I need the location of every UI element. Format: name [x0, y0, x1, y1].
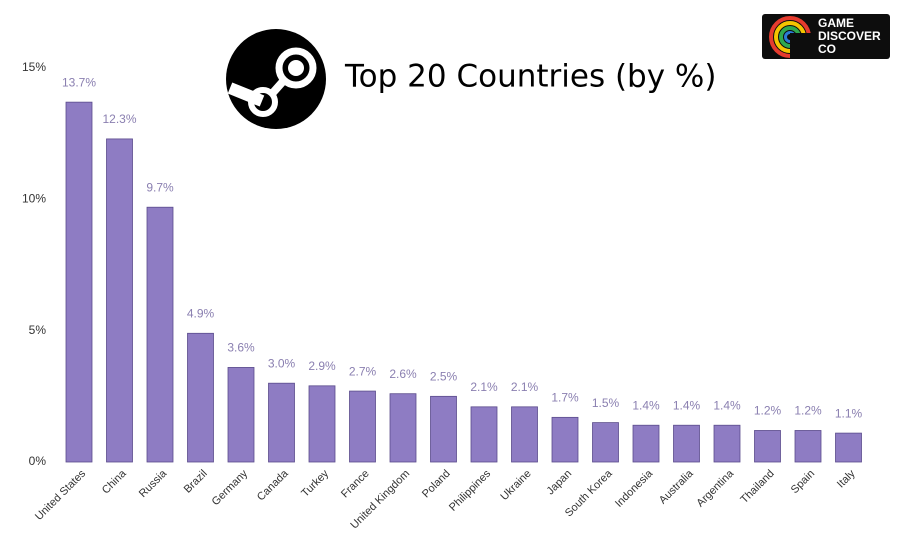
x-tick-label: France: [339, 468, 372, 501]
chart-title: Top 20 Countries (by %): [344, 59, 717, 95]
bar: [227, 367, 255, 463]
x-tick-label: Thailand: [738, 468, 776, 506]
value-label: 1.2%: [794, 404, 822, 418]
x-tick-label: Japan: [544, 468, 574, 498]
bar: [754, 430, 781, 463]
value-label: 1.7%: [551, 391, 579, 405]
x-tick-label: Poland: [420, 468, 453, 501]
value-label: 1.2%: [754, 404, 782, 418]
value-label: 9.7%: [146, 180, 174, 194]
bar: [551, 416, 579, 463]
x-tick-label: Philippines: [447, 467, 493, 513]
x-tick-label: Ukraine: [498, 468, 533, 503]
value-label: 2.7%: [349, 364, 377, 378]
value-label: 3.0%: [268, 356, 296, 370]
bar: [673, 424, 700, 463]
x-tick-label: China: [100, 467, 129, 496]
bar: [713, 424, 741, 463]
value-label: 13.7%: [62, 75, 96, 89]
bar: [794, 430, 822, 463]
bar: [349, 390, 376, 463]
bar: [187, 332, 214, 463]
value-label: 2.9%: [308, 359, 336, 373]
bar: [430, 395, 457, 463]
value-label: 12.3%: [102, 112, 136, 126]
logo-text: CO: [818, 42, 836, 56]
value-label: 4.9%: [187, 306, 215, 320]
x-tick-label: Canada: [255, 467, 291, 503]
y-tick-label: 15%: [22, 60, 46, 74]
bar: [268, 382, 295, 463]
steam-logo: [226, 29, 326, 129]
x-tick-label: Turkey: [299, 467, 331, 499]
value-label: 1.4%: [673, 398, 701, 412]
gdc-logo: [762, 14, 890, 59]
value-label: 1.5%: [592, 396, 620, 410]
value-label: 1.1%: [835, 406, 863, 420]
x-tick-label: Italy: [835, 467, 858, 490]
y-tick-label: 0%: [29, 454, 47, 468]
x-tick-label: Indonesia: [613, 467, 656, 510]
bar: [632, 424, 660, 463]
value-label: 2.5%: [430, 370, 458, 384]
logo-text: DISCOVER: [818, 29, 881, 43]
logo-text: GAME: [818, 16, 854, 30]
x-tick-label: Brazil: [182, 468, 210, 496]
value-label: 1.4%: [713, 398, 741, 412]
value-label: 2.1%: [511, 380, 539, 394]
y-tick-label: 10%: [22, 192, 46, 206]
y-tick-label: 5%: [29, 323, 47, 337]
x-tick-label: Russia: [137, 467, 170, 500]
x-tick-label: Australia: [657, 467, 696, 506]
bar: [65, 101, 93, 463]
bar: [146, 206, 174, 463]
value-label: 3.6%: [227, 341, 255, 355]
bar: [592, 422, 619, 463]
bar: [511, 406, 538, 463]
value-label: 1.4%: [632, 398, 660, 412]
bar: [470, 406, 498, 463]
x-tick-label: Germany: [210, 467, 251, 508]
x-tick-label: United States: [33, 467, 89, 523]
value-label: 2.6%: [389, 367, 417, 381]
value-label: 2.1%: [470, 380, 498, 394]
bar: [106, 138, 133, 463]
bar: [835, 432, 862, 463]
x-tick-label: Spain: [789, 468, 817, 496]
x-tick-label: Argentina: [694, 467, 736, 509]
bar: [389, 393, 417, 463]
bar: [308, 385, 336, 463]
